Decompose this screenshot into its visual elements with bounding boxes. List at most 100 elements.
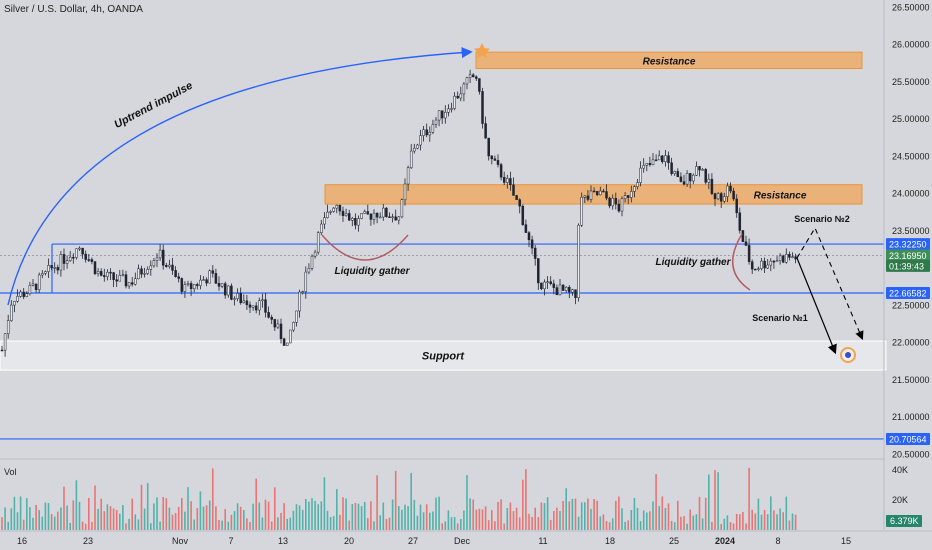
volume-bar	[69, 522, 71, 530]
candle-body	[642, 165, 645, 169]
candle-body	[177, 276, 180, 279]
candle-body	[406, 167, 410, 185]
volume-bar	[503, 523, 505, 530]
candle-body	[397, 216, 401, 221]
candle-body	[196, 284, 199, 286]
candle-body	[248, 304, 252, 308]
candle-body	[747, 245, 751, 262]
volume-bar	[686, 523, 688, 530]
volume-bar	[615, 500, 617, 530]
volume-bar	[416, 515, 419, 530]
candle-body	[465, 77, 469, 85]
volume-bar	[267, 501, 270, 530]
candle-body	[754, 268, 757, 271]
volume-bar	[472, 499, 474, 530]
volume-bar	[249, 522, 251, 530]
volume-bar	[84, 523, 87, 530]
candle-body	[428, 131, 432, 136]
candle-body	[661, 155, 664, 162]
candle-body	[409, 150, 413, 168]
volume-bar	[286, 518, 288, 530]
candle-body	[413, 147, 416, 152]
candle-body	[310, 255, 314, 269]
candle-body	[456, 95, 459, 99]
volume-bar	[745, 523, 747, 530]
candle-body	[242, 300, 246, 304]
time-tick: 27	[408, 536, 418, 546]
volume-bar	[205, 505, 208, 530]
volume-bar	[47, 503, 50, 530]
volume-bar	[549, 519, 552, 530]
volume-bar	[559, 510, 561, 530]
candle-body	[84, 253, 87, 260]
volume-bar	[568, 501, 571, 530]
volume-bar	[481, 509, 484, 530]
candle-body	[338, 204, 342, 212]
volume-bar	[673, 522, 676, 530]
volume-bar	[574, 498, 577, 530]
candle-body	[574, 289, 577, 298]
candle-body	[50, 265, 53, 269]
candle-body	[447, 108, 450, 113]
candle-body	[335, 204, 339, 209]
volume-bar	[410, 472, 412, 530]
volume-bar	[274, 487, 276, 530]
candle-body	[726, 185, 729, 197]
volume-bar	[596, 500, 598, 530]
volume-bar	[72, 500, 75, 530]
price-tick: 22.50000	[892, 300, 930, 310]
candle-body	[388, 216, 391, 218]
volume-bar	[32, 517, 34, 530]
candle-body	[329, 211, 332, 213]
volume-bar	[177, 506, 180, 530]
volume-bar	[413, 499, 416, 530]
candle-body	[633, 186, 636, 192]
volume-bar	[633, 497, 636, 530]
volume-bar	[655, 473, 657, 530]
candle-body	[704, 169, 707, 183]
volume-bar	[419, 504, 422, 530]
volume-bar	[522, 479, 524, 530]
candle-body	[478, 78, 481, 92]
candle-body	[524, 224, 528, 233]
time-tick: 20	[344, 536, 354, 546]
volume-bar	[156, 497, 158, 530]
volume-bar	[450, 517, 453, 530]
candle-body	[155, 257, 159, 261]
volume-bar	[134, 514, 137, 530]
candle-body	[220, 283, 224, 287]
volume-bar	[218, 519, 220, 530]
volume-bar	[618, 496, 620, 530]
candle-body	[326, 211, 329, 218]
candle-body	[285, 342, 289, 346]
candle-body	[394, 216, 397, 221]
candle-body	[620, 198, 624, 212]
volume-bar	[729, 522, 732, 530]
volume-bar	[584, 502, 586, 530]
volume-bar	[153, 503, 155, 530]
liquidity-label-right: Liquidity gather	[656, 257, 732, 268]
candle-body	[121, 274, 125, 276]
volume-bar	[624, 521, 626, 530]
price-label-box	[886, 432, 930, 445]
resistance-top-label: Resistance	[643, 56, 696, 67]
volume-bar	[385, 518, 388, 530]
volume-bar	[630, 510, 633, 530]
volume-bar	[677, 500, 679, 530]
price-label: 20.70564	[889, 434, 927, 444]
volume-bar	[295, 504, 298, 530]
scenario2-arrow	[796, 226, 864, 341]
candle-body	[372, 212, 376, 220]
candle-body	[608, 197, 611, 207]
volume-bar	[794, 514, 797, 530]
candle-body	[357, 218, 360, 226]
candle-body	[701, 169, 704, 171]
volume-bar	[726, 515, 729, 530]
volume-bar	[649, 511, 651, 530]
volume-bar	[379, 515, 381, 530]
candle-body	[56, 267, 60, 271]
price-axis: 26.50000 26.00000 25.50000 25.00000 24.50000…	[0, 0, 930, 530]
volume-bar	[370, 501, 372, 530]
volume-bar	[714, 470, 716, 530]
